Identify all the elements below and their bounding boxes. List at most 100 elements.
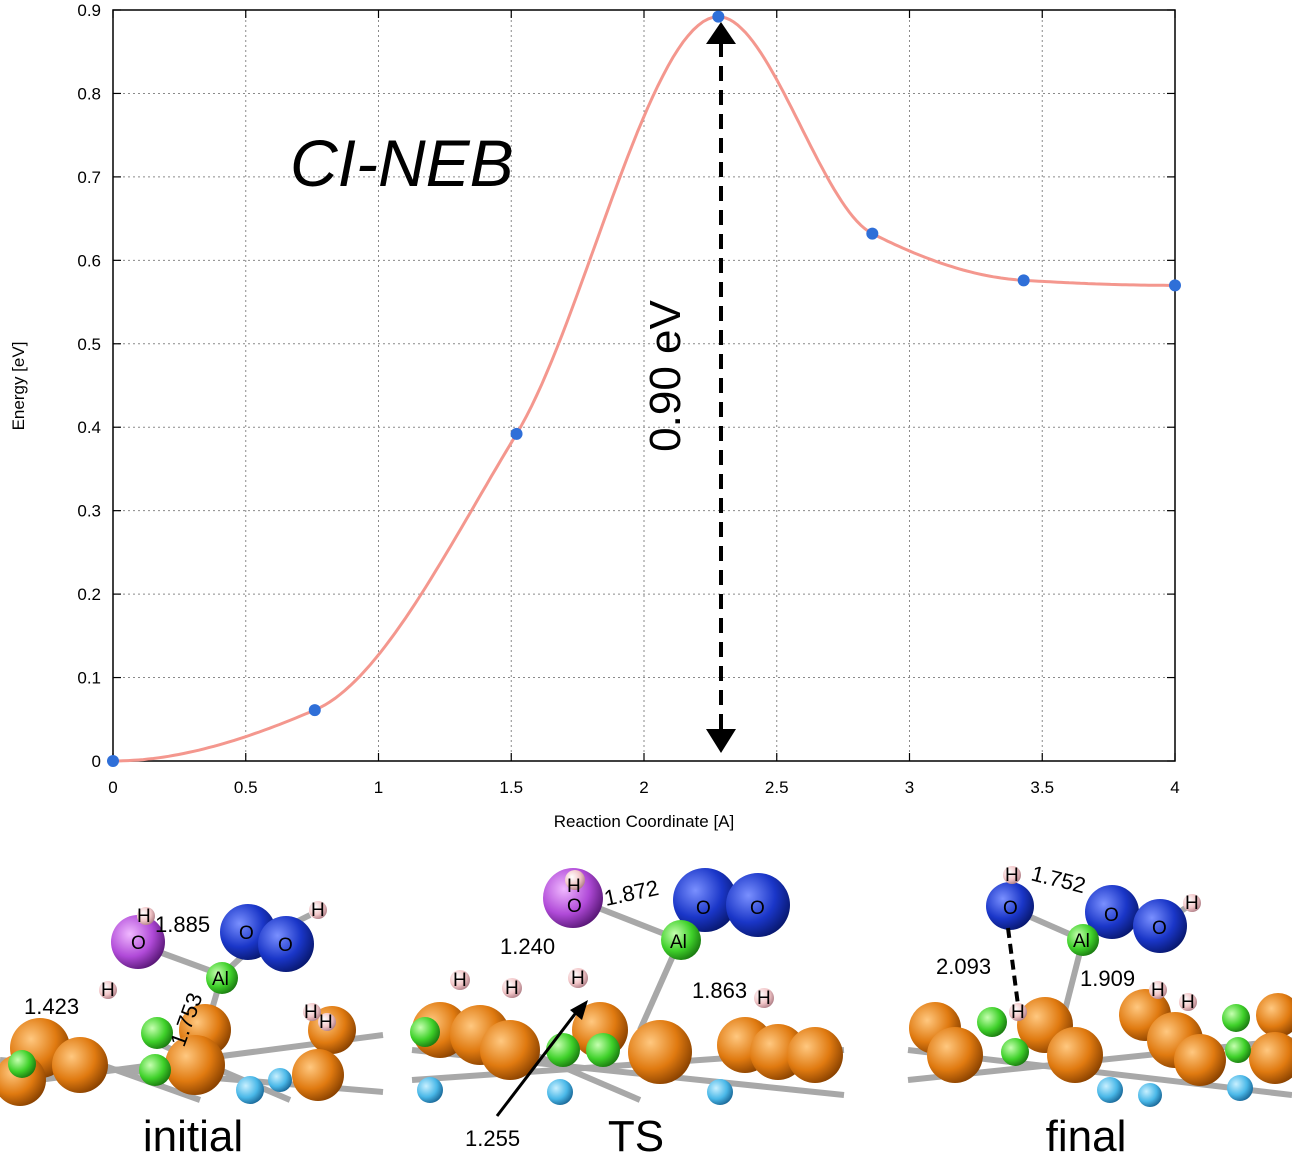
cyan-atom	[707, 1079, 733, 1105]
hydrogen-atom	[318, 1013, 336, 1031]
aluminium-atom	[661, 920, 701, 960]
hydrogen-atom	[1003, 866, 1021, 884]
cyan-atom	[236, 1076, 264, 1104]
orange-atom	[628, 1020, 692, 1084]
adsorbate-atoms	[986, 866, 1201, 1021]
x-tick-label: 2.5	[765, 778, 789, 797]
svg-text:O: O	[1003, 898, 1018, 919]
atom-labels: H O H O O H Al H H	[101, 900, 333, 1033]
purple-oxygen-atom	[111, 915, 165, 969]
hydrogen-atom	[137, 907, 155, 925]
barrier-annotation: 0.90 eV	[641, 300, 690, 452]
data-point	[107, 755, 119, 767]
hydrogen-atom	[502, 978, 522, 998]
orange-atom	[165, 1035, 225, 1095]
data-point	[1017, 274, 1030, 287]
grid-lines	[112, 9, 1176, 762]
svg-text:O: O	[1104, 905, 1119, 926]
x-tick-label: 2	[639, 778, 648, 797]
green-atom	[586, 1033, 620, 1067]
hydrogen-atom	[303, 1003, 321, 1021]
orange-atom	[927, 1027, 983, 1083]
green-atom	[1222, 1004, 1250, 1032]
blue-oxygen-atom	[726, 873, 790, 937]
svg-text:Al: Al	[670, 932, 687, 953]
svg-text:H: H	[505, 978, 519, 999]
distance-label: 1.752	[1029, 861, 1088, 899]
svg-text:H: H	[567, 876, 581, 897]
x-tick-label: 4	[1170, 778, 1179, 797]
hydrogen-atom	[1183, 894, 1201, 912]
structure-ts: H O O O Al H H H H 1.872 1.240 1.863 1.2…	[410, 868, 845, 1155]
series-points	[107, 10, 1181, 767]
distance-label: 1.872	[602, 875, 661, 911]
green-atom	[1001, 1038, 1029, 1066]
data-point	[866, 227, 879, 240]
green-atom	[410, 1017, 440, 1047]
x-tick-label: 3.5	[1030, 778, 1054, 797]
structure-final: H O O O H Al H H H 1.752 2.093 1.909 fin…	[907, 861, 1292, 1155]
x-tick-label: 1.5	[499, 778, 523, 797]
orange-atom	[787, 1027, 843, 1083]
svg-text:H: H	[311, 900, 325, 921]
method-annotation: CI-NEB	[290, 126, 514, 200]
hydrogen-atom	[450, 970, 470, 990]
x-tick-label: 3	[905, 778, 914, 797]
structure-initial: H O H O O H Al H H 1.885 1.423 1.753 ini…	[0, 900, 384, 1155]
hydrogen-atom	[1149, 981, 1167, 999]
y-tick-label: 0.6	[77, 251, 101, 270]
y-tick-label: 0.2	[77, 585, 101, 604]
svg-text:H: H	[304, 1002, 318, 1023]
svg-text:H: H	[1011, 1002, 1025, 1023]
adsorbate-atoms	[99, 901, 336, 1031]
adsorbate-atoms	[450, 868, 790, 1008]
y-tick-label: 0.5	[77, 335, 101, 354]
svg-text:H: H	[137, 906, 151, 927]
green-atom	[141, 1017, 173, 1049]
orange-atom	[1249, 1032, 1292, 1084]
y-tick-label: 0	[92, 752, 101, 771]
x-axis-label: Reaction Coordinate [A]	[554, 812, 735, 831]
hydrogen-atom	[565, 870, 585, 890]
panel-label-ts: TS	[608, 1112, 664, 1155]
distance-label: 1.909	[1080, 966, 1135, 991]
energy-plot: 0 0.5 1 1.5 2 2.5 3 3.5 4 0 0.1 0.2 0.3 0.4 0.5 0.6 0.7…	[9, 1, 1181, 831]
blue-oxygen-atom	[1133, 899, 1187, 953]
svg-text:O: O	[1152, 918, 1167, 939]
structure-panels: H O H O O H Al H H 1.885 1.423 1.753 ini…	[0, 861, 1292, 1155]
y-tick-labels: 0 0.1 0.2 0.3 0.4 0.5 0.6 0.7 0.8 0.9	[77, 1, 101, 771]
slab-atoms	[909, 989, 1292, 1107]
cyan-atom	[417, 1077, 443, 1103]
y-tick-label: 0.8	[77, 84, 101, 103]
cyan-atom	[1097, 1077, 1123, 1103]
svg-text:O: O	[278, 935, 293, 956]
blue-oxygen-atom	[986, 882, 1034, 930]
orange-atom	[292, 1049, 344, 1101]
green-atom	[139, 1054, 171, 1086]
panel-label-final: final	[1046, 1112, 1127, 1155]
y-tick-label: 0.4	[77, 418, 101, 437]
cyan-atom	[1227, 1075, 1253, 1101]
atom-labels: H O O O H Al H H H	[1003, 865, 1199, 1023]
plot-frame	[112, 9, 1176, 762]
svg-text:O: O	[239, 923, 254, 944]
atom-labels: H O O O Al H H H H	[453, 876, 771, 1009]
data-point	[1169, 279, 1181, 292]
svg-text:O: O	[750, 898, 765, 919]
y-tick-label: 0.9	[77, 1, 101, 20]
orange-atom	[52, 1037, 108, 1093]
blue-oxygen-atom	[1085, 885, 1139, 939]
green-atom	[546, 1033, 580, 1067]
green-atom	[8, 1050, 36, 1078]
svg-text:O: O	[131, 933, 146, 954]
distance-label: 1.255	[465, 1126, 520, 1151]
svg-text:H: H	[757, 988, 771, 1009]
green-atom	[977, 1007, 1007, 1037]
distance-label: 1.240	[500, 934, 555, 959]
aluminium-atom	[1067, 924, 1099, 956]
x-tick-labels: 0 0.5 1 1.5 2 2.5 3 3.5 4	[108, 778, 1179, 797]
green-atom	[1225, 1037, 1251, 1063]
pointer-arrow-head	[570, 1000, 588, 1020]
svg-text:O: O	[696, 898, 711, 919]
